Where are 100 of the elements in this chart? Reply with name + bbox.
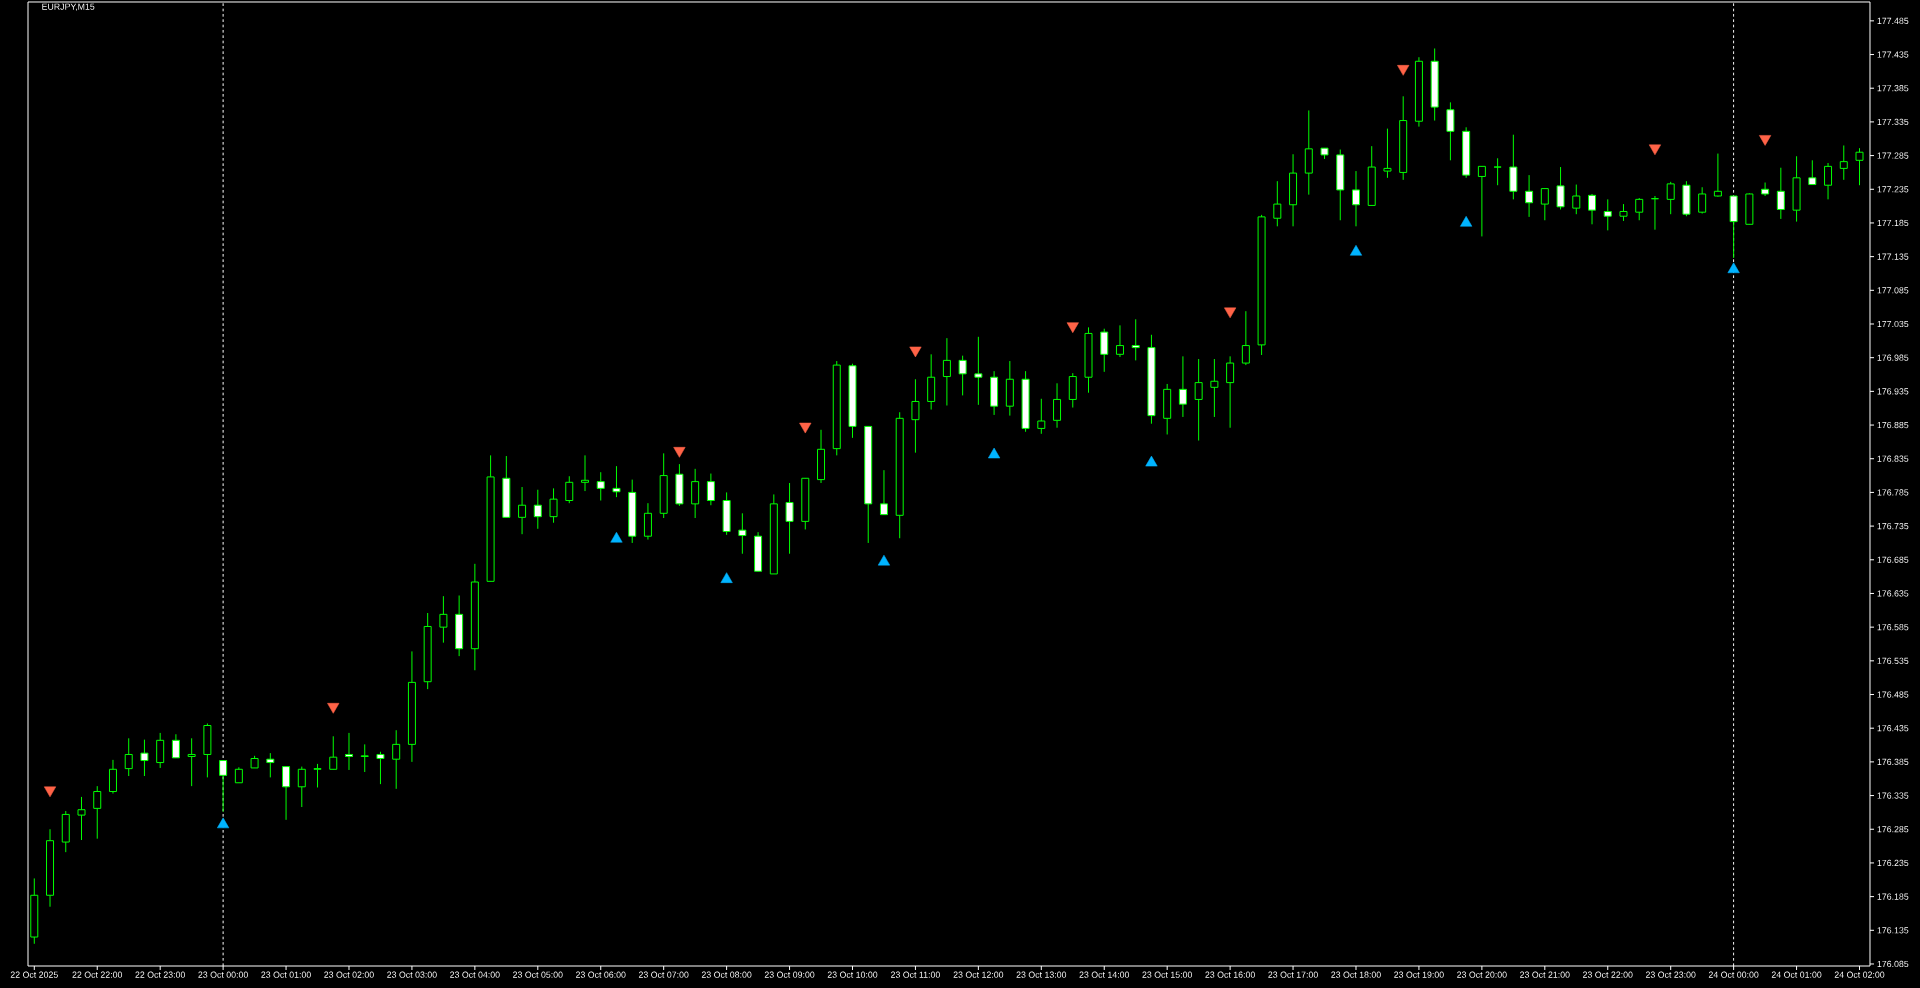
candlestick <box>1808 159 1817 186</box>
x-tick-label: 22 Oct 2025 <box>10 971 58 978</box>
chart-title: EURJPY,M15 <box>42 3 95 11</box>
candlestick <box>1241 310 1250 366</box>
point <box>799 422 812 434</box>
candlestick <box>533 489 542 530</box>
candlestick <box>1273 180 1282 227</box>
y-tick-label: 177.085 <box>1877 287 1909 294</box>
candlestick <box>297 766 306 808</box>
x-tick-label: 23 Oct 14:00 <box>1079 971 1130 978</box>
x-tick-label: 23 Oct 05:00 <box>513 971 563 978</box>
x-tick-label: 24 Oct 01:00 <box>1771 971 1822 978</box>
candlestick <box>706 473 715 506</box>
candlestick <box>1210 358 1219 418</box>
y-tick-label: 176.085 <box>1877 960 1909 968</box>
point <box>1224 307 1237 319</box>
candlestick <box>1477 165 1486 237</box>
candlestick <box>1761 182 1770 197</box>
x-tick-label: 23 Oct 00:00 <box>198 971 248 978</box>
y-tick-label: 176.585 <box>1877 624 1909 631</box>
candlestick <box>1525 174 1534 218</box>
candlestick <box>376 751 385 785</box>
x-tick-label: 23 Oct 02:00 <box>324 971 374 978</box>
candlestick <box>124 737 133 777</box>
x-tick-label: 23 Oct 01:00 <box>261 971 311 978</box>
candlestick <box>958 355 967 396</box>
point <box>1397 65 1410 76</box>
y-tick-label: 176.185 <box>1877 893 1909 900</box>
candlestick <box>1383 128 1392 179</box>
x-tick-label: 23 Oct 04:00 <box>450 971 500 978</box>
candlestick <box>1493 157 1502 186</box>
point <box>1648 144 1661 156</box>
candlestick <box>1698 186 1707 215</box>
y-tick-label: 176.735 <box>1877 522 1909 530</box>
x-tick-label: 23 Oct 22:00 <box>1582 971 1633 978</box>
candlestick <box>1178 355 1187 418</box>
candlestick <box>1540 188 1549 221</box>
candlestick <box>565 475 574 504</box>
x-tick-label: 23 Oct 10:00 <box>827 971 878 978</box>
y-tick-label: 177.435 <box>1877 51 1909 58</box>
x-tick-label: 22 Oct 23:00 <box>135 971 185 978</box>
y-tick-label: 176.285 <box>1877 826 1909 833</box>
y-tick-label: 176.435 <box>1877 725 1909 732</box>
point <box>1759 135 1772 146</box>
candlestick <box>879 469 888 516</box>
candlestick <box>1855 147 1864 186</box>
y-tick-label: 176.335 <box>1877 792 1909 799</box>
point <box>877 554 890 566</box>
y-tick-label: 176.535 <box>1877 657 1909 664</box>
x-tick-label: 23 Oct 12:00 <box>953 971 1004 978</box>
candlestick <box>942 337 951 407</box>
y-tick-label: 177.135 <box>1877 253 1909 260</box>
candlestick <box>1053 382 1062 429</box>
candlestick <box>1572 184 1581 215</box>
candlestick <box>1115 324 1124 358</box>
candlestick <box>1588 193 1597 225</box>
candlestick <box>596 471 605 501</box>
y-tick-label: 176.935 <box>1877 388 1909 395</box>
point <box>909 346 922 358</box>
x-tick-label: 23 Oct 19:00 <box>1394 971 1444 978</box>
point <box>673 447 686 458</box>
y-tick-label: 176.635 <box>1877 590 1909 597</box>
candlestick <box>1037 398 1046 435</box>
candlestick <box>643 502 652 541</box>
candlestick <box>108 759 117 795</box>
candlestick <box>1824 162 1833 200</box>
candlestick <box>1100 328 1109 373</box>
x-tick-label: 23 Oct 11:00 <box>891 971 940 978</box>
y-tick-label: 177.385 <box>1877 85 1909 92</box>
candlestick <box>549 487 558 524</box>
candlestick <box>313 763 322 788</box>
x-tick-label: 24 Oct 00:00 <box>1708 971 1759 978</box>
x-tick-label: 23 Oct 03:00 <box>387 971 437 978</box>
point <box>988 447 1001 459</box>
candlestick <box>1839 144 1848 181</box>
candlestick <box>360 743 369 773</box>
candlestick <box>344 732 353 771</box>
x-tick-label: 23 Oct 16:00 <box>1205 971 1255 978</box>
point <box>1066 322 1079 333</box>
x-tick-label: 23 Oct 18:00 <box>1331 971 1381 978</box>
x-tick-label: 23 Oct 06:00 <box>575 971 626 978</box>
y-tick-label: 176.835 <box>1877 455 1909 462</box>
x-tick-label: 23 Oct 15:00 <box>1142 971 1193 978</box>
candlestick <box>439 595 448 644</box>
x-tick-label: 23 Oct 17:00 <box>1268 971 1318 978</box>
y-tick-label: 177.285 <box>1877 152 1909 159</box>
y-tick-label: 176.135 <box>1877 927 1909 934</box>
point <box>217 817 230 829</box>
candlestick <box>156 732 165 769</box>
y-tick-label: 177.035 <box>1877 320 1909 328</box>
y-tick-label: 176.985 <box>1877 354 1909 361</box>
x-tick-label: 23 Oct 23:00 <box>1645 971 1696 978</box>
candlestick <box>140 739 149 777</box>
x-tick-label: 23 Oct 07:00 <box>638 971 689 978</box>
y-tick-label: 177.335 <box>1877 118 1909 126</box>
y-tick-label: 176.385 <box>1877 758 1909 765</box>
x-tick-label: 23 Oct 21:00 <box>1520 971 1570 978</box>
x-tick-label: 22 Oct 22:00 <box>72 971 123 978</box>
x-tick-label: 24 Oct 02:00 <box>1834 971 1885 978</box>
candlestick <box>1194 358 1203 442</box>
